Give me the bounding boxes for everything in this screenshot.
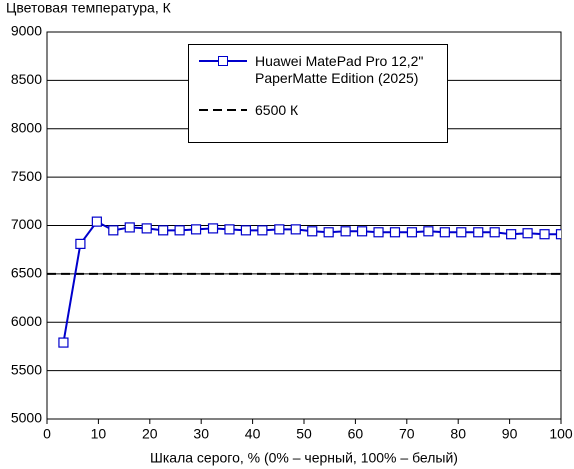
x-tick-label: 20 <box>142 426 158 442</box>
data-point <box>323 227 334 238</box>
y-tick-label: 5000 <box>11 410 42 426</box>
x-tick-label: 60 <box>348 426 364 442</box>
legend-swatch <box>199 109 247 111</box>
data-point <box>389 227 401 238</box>
x-tick-label: 70 <box>399 426 415 442</box>
legend-entry: Huawei MatePad Pro 12,2" PaperMatte Edit… <box>199 53 445 87</box>
data-point <box>489 227 500 238</box>
data-point <box>207 223 219 234</box>
data-point <box>174 225 185 236</box>
data-line <box>62 220 561 343</box>
data-point <box>356 226 368 237</box>
plot-border <box>46 31 562 420</box>
y-tick-label: 7000 <box>11 216 42 232</box>
data-point <box>108 225 119 236</box>
data-point <box>456 227 467 238</box>
x-tick-label: 80 <box>450 426 466 442</box>
data-point <box>91 216 102 227</box>
x-tick-label: 50 <box>296 426 312 442</box>
y-tick-label: 8000 <box>11 119 42 135</box>
data-point <box>373 227 384 238</box>
x-tick-label: 0 <box>43 426 51 442</box>
x-tick-label: 40 <box>245 426 261 442</box>
data-point <box>423 226 434 237</box>
data-point <box>340 226 351 237</box>
data-point <box>274 224 285 235</box>
legend: Huawei MatePad Pro 12,2" PaperMatte Edit… <box>188 44 448 143</box>
data-point <box>473 227 484 238</box>
data-point <box>58 337 69 348</box>
data-point <box>224 224 235 235</box>
x-axis-title: Шкала серого, % (0% – черный, 100% – бел… <box>150 450 458 466</box>
data-point <box>240 225 252 236</box>
data-point <box>141 223 152 234</box>
plot <box>47 216 561 348</box>
x-tick-label: 100 <box>549 426 573 442</box>
y-tick-label: 6000 <box>11 313 42 329</box>
data-point <box>290 224 301 235</box>
data-point <box>555 229 561 240</box>
y-tick-label: 6500 <box>11 265 42 281</box>
data-point <box>506 229 517 240</box>
y-tick-label: 7500 <box>11 168 42 184</box>
legend-label: Huawei MatePad Pro 12,2" PaperMatte Edit… <box>255 53 424 86</box>
data-point <box>539 229 550 240</box>
data-point <box>124 222 135 233</box>
data-point <box>522 228 533 239</box>
legend-entry: 6500 К <box>199 102 445 119</box>
data-point <box>75 238 86 249</box>
data-point <box>307 226 318 237</box>
data-point <box>439 227 450 238</box>
x-tick-label: 30 <box>193 426 209 442</box>
y-tick-label: 8500 <box>11 71 42 87</box>
data-point <box>158 225 169 236</box>
legend-swatch <box>199 56 247 66</box>
data-point <box>406 227 418 238</box>
x-tick-label: 90 <box>502 426 518 442</box>
x-tick-label: 10 <box>91 426 107 442</box>
y-tick-label: 9000 <box>11 23 42 39</box>
legend-label: 6500 К <box>255 102 299 118</box>
y-tick-label: 5500 <box>11 361 42 377</box>
y-axis-title: Цветовая температура, К <box>6 0 172 16</box>
data-point <box>190 224 202 235</box>
data-point <box>257 225 268 236</box>
